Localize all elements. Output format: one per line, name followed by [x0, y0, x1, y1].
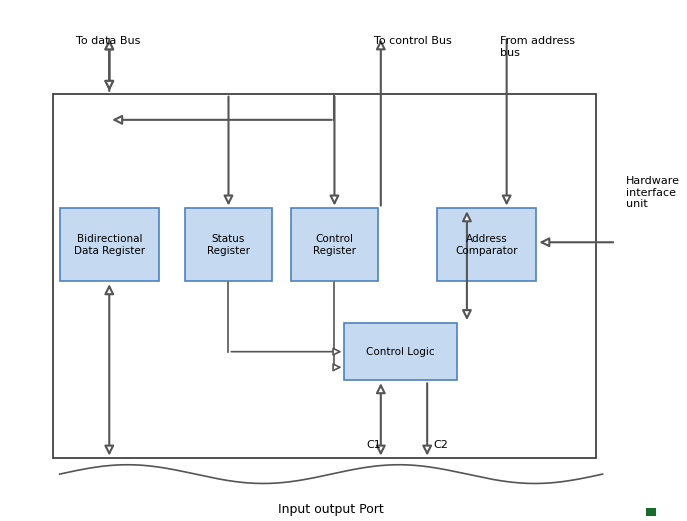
FancyBboxPatch shape: [60, 208, 159, 281]
Text: C2: C2: [433, 440, 448, 450]
Text: To control Bus: To control Bus: [374, 36, 452, 46]
Text: C1: C1: [367, 440, 381, 450]
Text: Control Logic: Control Logic: [366, 346, 435, 357]
Text: Status
Register: Status Register: [207, 234, 250, 256]
Text: From address
bus: From address bus: [500, 36, 575, 58]
FancyBboxPatch shape: [291, 208, 377, 281]
Text: Hardware
interface
unit: Hardware interface unit: [626, 176, 680, 209]
Text: Control
Register: Control Register: [313, 234, 356, 256]
FancyBboxPatch shape: [185, 208, 271, 281]
Text: Input output Port: Input output Port: [278, 503, 384, 516]
FancyBboxPatch shape: [344, 323, 457, 380]
FancyBboxPatch shape: [437, 208, 537, 281]
Text: Address
Comparator: Address Comparator: [455, 234, 518, 256]
Text: To data Bus: To data Bus: [76, 36, 141, 46]
Bar: [646, 508, 655, 516]
Text: Bidirectional
Data Register: Bidirectional Data Register: [74, 234, 145, 256]
